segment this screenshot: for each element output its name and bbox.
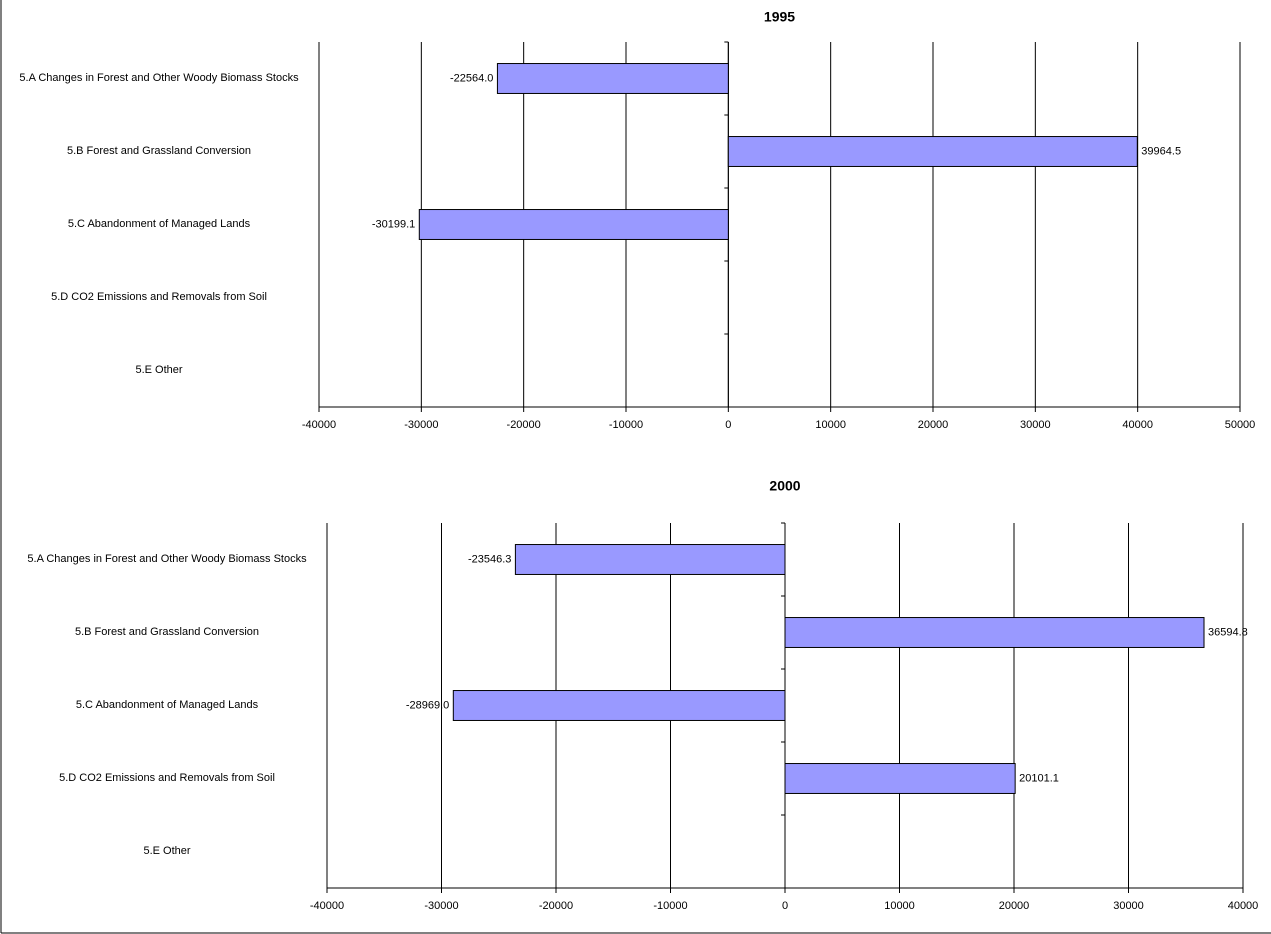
data-label: -23546.3 (468, 553, 511, 565)
x-tick-label: -10000 (609, 419, 643, 431)
x-tick-label: 10000 (884, 900, 915, 912)
bar (784, 763, 1016, 794)
x-tick-label: 0 (725, 419, 731, 431)
chart-title: 1995 (764, 9, 795, 25)
data-label: 39964.5 (1141, 145, 1181, 157)
x-tick-label: -30000 (404, 419, 438, 431)
x-tick-label: 40000 (1122, 419, 1153, 431)
bar (727, 136, 1138, 167)
x-tick-label: 30000 (1113, 900, 1144, 912)
y-tick-label: 5.B Forest and Grassland Conversion (66, 145, 252, 157)
data-label: -22564.0 (450, 72, 493, 84)
x-tick-label: -40000 (302, 419, 336, 431)
x-tick-label: 50000 (1225, 419, 1256, 431)
bar (418, 209, 729, 240)
x-tick-label: 0 (782, 900, 788, 912)
x-tick-label: 20000 (999, 900, 1030, 912)
y-tick-label: 5.C Abandonment of Managed Lands (75, 699, 259, 711)
data-label: -28969.0 (406, 699, 449, 711)
x-tick-label: -40000 (310, 900, 344, 912)
bar (514, 544, 786, 575)
bar (496, 63, 729, 94)
x-tick-label: -10000 (653, 900, 687, 912)
x-tick-label: 40000 (1228, 900, 1259, 912)
data-label: 20101.1 (1019, 772, 1059, 784)
x-tick-label: -30000 (424, 900, 458, 912)
x-tick-label: -20000 (507, 419, 541, 431)
y-tick-label: 5.E Other (143, 845, 191, 857)
y-tick-label: 5.A Changes in Forest and Other Woody Bi… (27, 553, 307, 565)
y-tick-label: 5.B Forest and Grassland Conversion (74, 626, 260, 638)
bar (452, 690, 786, 721)
y-tick-label: 5.D CO2 Emissions and Removals from Soil (59, 772, 275, 784)
data-label: 36594.8 (1208, 626, 1248, 638)
y-tick-label: 5.A Changes in Forest and Other Woody Bi… (19, 72, 299, 84)
data-label: -30199.1 (372, 218, 415, 230)
x-tick-label: 20000 (918, 419, 949, 431)
bar (784, 617, 1205, 648)
x-tick-label: 30000 (1020, 419, 1051, 431)
y-tick-label: 5.C Abandonment of Managed Lands (67, 218, 251, 230)
x-tick-label: -20000 (539, 900, 573, 912)
y-tick-label: 5.D CO2 Emissions and Removals from Soil (51, 291, 267, 303)
chart-title: 2000 (769, 478, 800, 494)
x-tick-label: 10000 (815, 419, 846, 431)
y-tick-label: 5.E Other (135, 364, 183, 376)
